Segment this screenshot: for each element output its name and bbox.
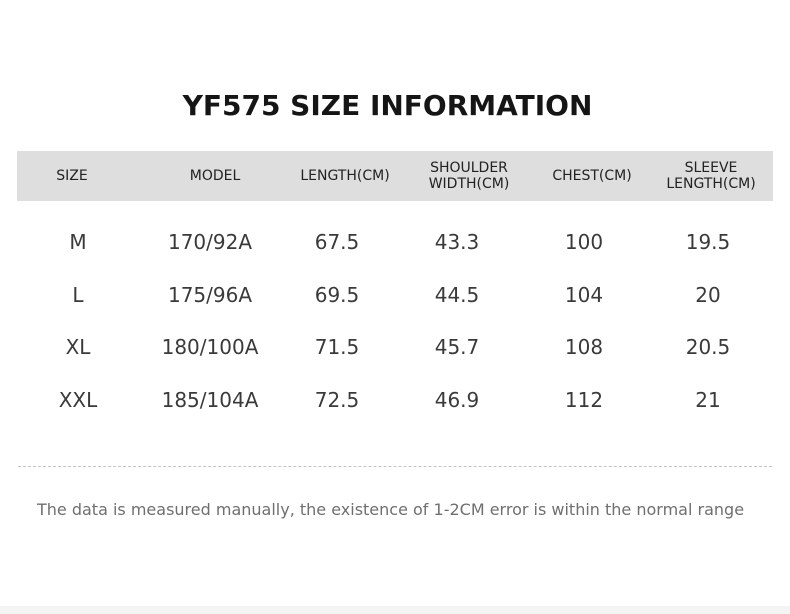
cell-chest: 112 (564, 388, 604, 412)
table-row: M 170/92A 67.5 43.3 100 19.5 (17, 222, 773, 262)
cell-size: M (69, 230, 87, 254)
cell-size: L (72, 283, 84, 307)
header-model-label: MODEL (189, 168, 241, 184)
header-size-label: SIZE (56, 168, 88, 184)
cell-size: XL (65, 335, 91, 359)
cell-model: 175/96A (167, 283, 253, 307)
cell-sleeve-length: 21 (695, 388, 721, 412)
header-chest: CHEST(CM) (539, 151, 645, 201)
header-chest-label: CHEST(CM) (552, 168, 632, 184)
cell-model: 170/92A (167, 230, 253, 254)
cell-chest: 104 (564, 283, 604, 307)
cell-length: 69.5 (314, 283, 360, 307)
header-length: LENGTH(CM) (287, 151, 403, 201)
header-sleeve-line2: LENGTH(CM) (666, 176, 756, 192)
cell-size: XXL (58, 388, 98, 412)
cell-length: 72.5 (314, 388, 360, 412)
table-row: XL 180/100A 71.5 45.7 108 20.5 (17, 327, 773, 367)
measurement-note: The data is measured manually, the exist… (37, 500, 745, 519)
bottom-border (0, 606, 790, 614)
table-row: XXL 185/104A 72.5 46.9 112 21 (17, 380, 773, 420)
header-sleeve-length: SLEEVE LENGTH(CM) (653, 151, 769, 201)
dashed-divider (18, 466, 772, 467)
cell-shoulder-width: 46.9 (434, 388, 480, 412)
cell-model: 180/100A (161, 335, 259, 359)
cell-length: 71.5 (314, 335, 360, 359)
cell-sleeve-length: 20.5 (685, 335, 731, 359)
header-size: SIZE (37, 151, 107, 201)
table-row: L 175/96A 69.5 44.5 104 20 (17, 275, 773, 315)
cell-chest: 100 (564, 230, 604, 254)
cell-sleeve-length: 19.5 (685, 230, 731, 254)
cell-chest: 108 (564, 335, 604, 359)
cell-model: 185/104A (161, 388, 259, 412)
header-model: MODEL (167, 151, 263, 201)
cell-sleeve-length: 20 (695, 283, 721, 307)
header-sleeve-line1: SLEEVE (684, 160, 738, 176)
table-header: SIZE MODEL LENGTH(CM) SHOULDER WIDTH(CM)… (17, 151, 773, 201)
cell-shoulder-width: 43.3 (434, 230, 480, 254)
header-shoulder-width: SHOULDER WIDTH(CM) (417, 151, 521, 201)
cell-shoulder-width: 44.5 (434, 283, 480, 307)
cell-length: 67.5 (314, 230, 360, 254)
header-shoulder-line1: SHOULDER (430, 160, 508, 176)
header-shoulder-line2: WIDTH(CM) (428, 176, 510, 192)
header-length-label: LENGTH(CM) (300, 168, 390, 184)
page-title: YF575 SIZE INFORMATION (182, 89, 593, 122)
cell-shoulder-width: 45.7 (434, 335, 480, 359)
